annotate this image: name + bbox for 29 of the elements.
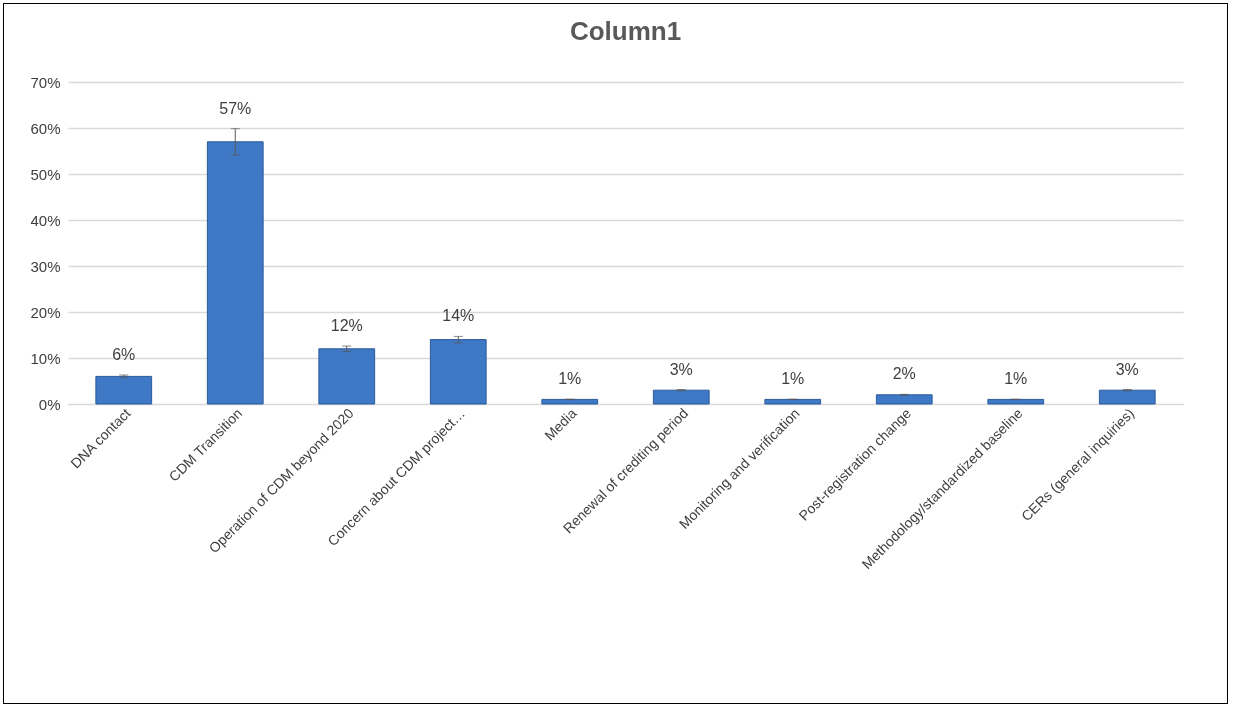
bar: [875, 394, 933, 405]
bar: [1098, 389, 1156, 405]
data-label: 1%: [558, 370, 582, 388]
bar: [541, 398, 599, 405]
data-label: 2%: [892, 365, 916, 383]
y-tick-label: 0%: [38, 395, 61, 413]
bar: [429, 339, 487, 405]
y-tick-label: 30%: [30, 257, 61, 275]
chart-title: Column1: [569, 16, 682, 46]
y-tick-label: 70%: [30, 73, 61, 91]
data-label: 14%: [442, 307, 475, 325]
data-label: 3%: [669, 360, 693, 378]
data-label: 57%: [219, 99, 252, 117]
data-label: 3%: [1115, 360, 1139, 378]
bar: [987, 398, 1045, 405]
bar: [206, 141, 264, 405]
y-tick-label: 10%: [30, 349, 61, 367]
y-tick-label: 60%: [30, 119, 61, 137]
bar: [95, 375, 153, 405]
bar: [652, 389, 710, 405]
bar: [318, 348, 376, 405]
data-label: 12%: [330, 317, 363, 335]
bar: [764, 398, 822, 405]
data-label: 1%: [781, 370, 805, 388]
y-tick-label: 20%: [30, 303, 61, 321]
y-tick-label: 40%: [30, 211, 61, 229]
data-label: 6%: [112, 346, 136, 364]
y-tick-label: 50%: [30, 165, 61, 183]
data-label: 1%: [1004, 370, 1028, 388]
